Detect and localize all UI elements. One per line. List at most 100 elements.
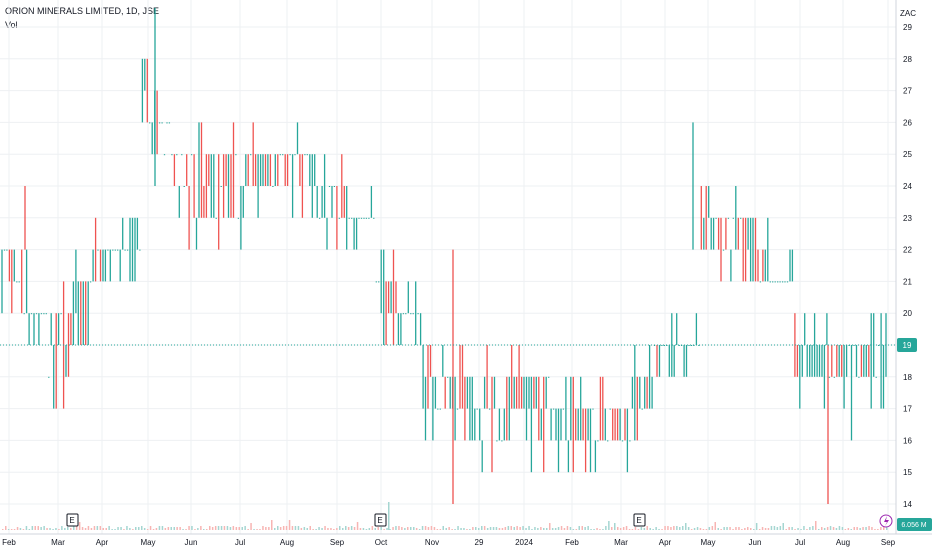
- volume-bar: [34, 526, 36, 530]
- volume-bar: [22, 529, 25, 530]
- volume-bar: [649, 528, 651, 530]
- volume-bar: [886, 526, 888, 530]
- time-axis[interactable]: Feb Mar Apr May Jun Jul Aug Sep Oct Nov 29 2024 Feb M…: [0, 533, 932, 547]
- price-axis[interactable]: 14151617181920212223242526272829196.056 …: [895, 0, 932, 534]
- volume-bar: [758, 529, 761, 530]
- volume-bar: [590, 529, 592, 530]
- volume-bar: [442, 526, 444, 530]
- volume-bar: [368, 528, 371, 530]
- volume-bar: [19, 528, 22, 530]
- volume-bar: [596, 528, 598, 530]
- volume-bar: [711, 526, 714, 530]
- volume-bar: [209, 526, 211, 530]
- volume-bar: [102, 528, 104, 530]
- time-tick-label: 29: [475, 538, 484, 547]
- volume-bar: [353, 527, 356, 530]
- volume-bar: [859, 528, 861, 530]
- volume-bar: [371, 526, 374, 530]
- volume-bar: [788, 527, 790, 530]
- volume-bar: [117, 527, 119, 530]
- price-tick-label: 16: [903, 436, 912, 445]
- volume-bar: [58, 529, 60, 530]
- volume-bar: [717, 528, 719, 530]
- volume-bar: [572, 529, 575, 530]
- volume-bar: [415, 528, 418, 530]
- volume-bar: [105, 528, 107, 530]
- price-tick-label: 27: [903, 87, 912, 96]
- last-price-badge: [897, 338, 917, 352]
- svg-text:E: E: [636, 516, 641, 525]
- volume-bar: [321, 528, 323, 530]
- volume-bar: [823, 528, 826, 530]
- time-tick-label: Sep: [330, 538, 345, 547]
- volume-bar: [507, 526, 510, 530]
- volume-bar: [223, 526, 226, 530]
- volume-bar: [481, 526, 483, 530]
- volume-bar: [646, 526, 648, 530]
- volume-bar: [829, 526, 832, 530]
- volume-bar: [696, 527, 699, 530]
- volume-bar: [637, 529, 640, 530]
- volume-bar: [841, 527, 844, 530]
- volume-bar: [537, 528, 539, 530]
- volume-bar: [389, 529, 391, 530]
- volume-bar: [93, 526, 96, 530]
- earnings-event-marker[interactable]: E: [66, 513, 79, 527]
- volume-bar: [563, 528, 566, 530]
- volume-bar: [785, 529, 787, 530]
- volume-bar: [744, 528, 746, 530]
- earnings-event-marker[interactable]: E: [374, 513, 387, 527]
- volume-bar: [75, 526, 78, 530]
- volume-bar: [617, 527, 619, 530]
- time-tick-label: Jun: [749, 538, 762, 547]
- volume-bar: [211, 527, 214, 530]
- volume-bar: [179, 527, 181, 530]
- volume-bar: [303, 527, 306, 530]
- volume-bar: [871, 527, 873, 530]
- volume-bar: [61, 526, 63, 530]
- volume-bar: [78, 522, 81, 530]
- volume-bar: [362, 528, 365, 530]
- time-tick-label: Jul: [235, 538, 245, 547]
- price-tick-label: 22: [903, 246, 912, 255]
- volume-bar: [761, 527, 764, 530]
- volume-bar: [664, 526, 666, 530]
- volume-bar: [599, 529, 601, 530]
- volume-bar: [534, 527, 536, 530]
- volume-bar: [865, 527, 867, 530]
- volume-bar: [557, 527, 560, 530]
- volume-bar: [764, 528, 767, 530]
- volume-bar: [28, 529, 31, 530]
- ohlc-bars[interactable]: [1, 7, 887, 504]
- price-tick-label: 25: [903, 150, 912, 159]
- volume-bar: [73, 526, 75, 530]
- time-tick-label: May: [140, 538, 155, 547]
- volume-bar: [161, 526, 164, 530]
- volume-bar: [279, 527, 282, 530]
- volume-bar: [575, 529, 578, 530]
- volume-bar: [413, 527, 415, 530]
- volume-bar: [634, 527, 637, 530]
- volume-bar: [152, 529, 155, 530]
- volume-bar: [377, 527, 379, 530]
- volume-bar: [448, 527, 450, 530]
- volume-bar: [401, 527, 403, 530]
- volume-bar: [486, 528, 489, 530]
- earnings-event-marker[interactable]: E: [633, 513, 646, 527]
- volume-bar: [880, 527, 882, 530]
- volume-bar: [457, 526, 459, 530]
- volume-bar: [158, 526, 161, 530]
- volume-bar: [779, 526, 782, 530]
- volume-bar: [451, 529, 453, 530]
- volume-bar: [578, 526, 580, 530]
- volume-bar: [164, 528, 167, 530]
- volume-bar: [655, 527, 657, 530]
- volume-bar: [510, 526, 512, 530]
- volume-bar: [673, 526, 675, 530]
- volume-bar: [525, 528, 527, 530]
- volume-bar: [877, 529, 879, 530]
- volume-bar: [350, 526, 353, 530]
- volume-bar: [87, 526, 90, 530]
